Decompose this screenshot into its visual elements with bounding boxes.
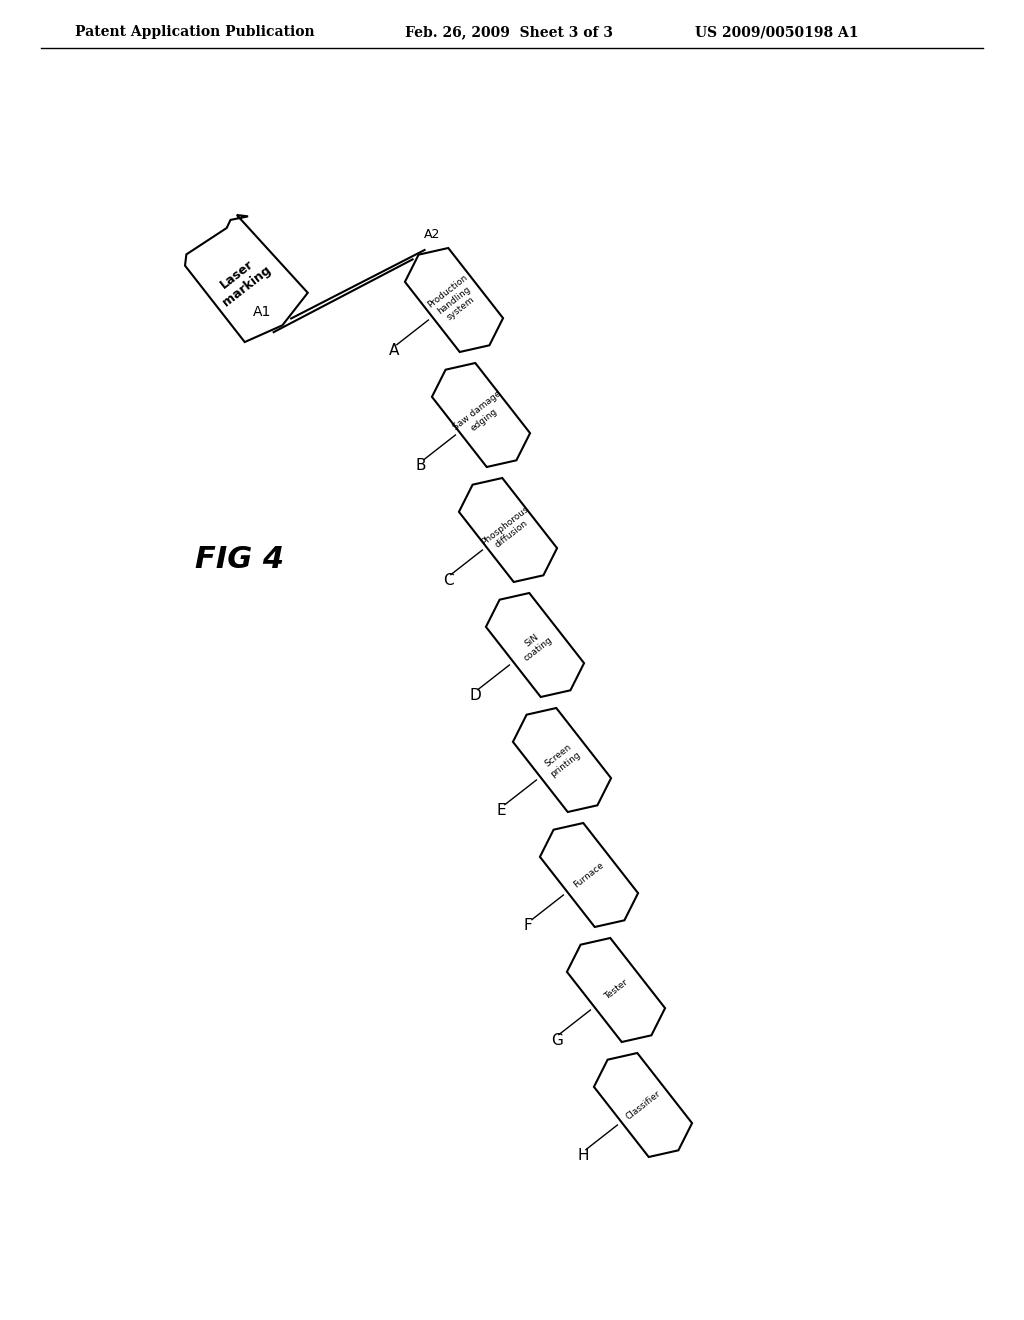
Text: A1: A1	[253, 305, 271, 319]
Text: E: E	[497, 804, 507, 818]
Text: FIG 4: FIG 4	[195, 545, 284, 574]
Text: Furnace: Furnace	[572, 861, 606, 890]
Text: A2: A2	[424, 228, 440, 242]
Text: Patent Application Publication: Patent Application Publication	[75, 25, 314, 40]
Text: SiN
coating: SiN coating	[515, 627, 554, 664]
Text: Classifier: Classifier	[624, 1089, 663, 1121]
Polygon shape	[513, 708, 611, 812]
Polygon shape	[567, 939, 665, 1041]
Text: Screen
printing: Screen printing	[542, 741, 583, 779]
Text: Tester: Tester	[602, 978, 630, 1002]
Text: G: G	[551, 1034, 563, 1048]
Text: A: A	[389, 343, 399, 358]
Text: C: C	[443, 573, 454, 589]
Text: F: F	[524, 919, 532, 933]
Text: US 2009/0050198 A1: US 2009/0050198 A1	[695, 25, 858, 40]
Text: B: B	[416, 458, 426, 474]
Polygon shape	[486, 593, 584, 697]
Polygon shape	[404, 248, 503, 352]
Text: Saw damage
edging: Saw damage edging	[452, 389, 510, 441]
Text: Production
handling
system: Production handling system	[425, 273, 482, 327]
Text: Phosphorous
diffusion: Phosphorous diffusion	[479, 504, 537, 556]
Text: Laser
marking: Laser marking	[211, 251, 273, 309]
Text: H: H	[578, 1148, 590, 1163]
Polygon shape	[540, 822, 638, 927]
Polygon shape	[432, 363, 530, 467]
Text: D: D	[470, 688, 481, 704]
Text: Feb. 26, 2009  Sheet 3 of 3: Feb. 26, 2009 Sheet 3 of 3	[406, 25, 613, 40]
Polygon shape	[185, 215, 308, 342]
Polygon shape	[594, 1053, 692, 1158]
Polygon shape	[459, 478, 557, 582]
